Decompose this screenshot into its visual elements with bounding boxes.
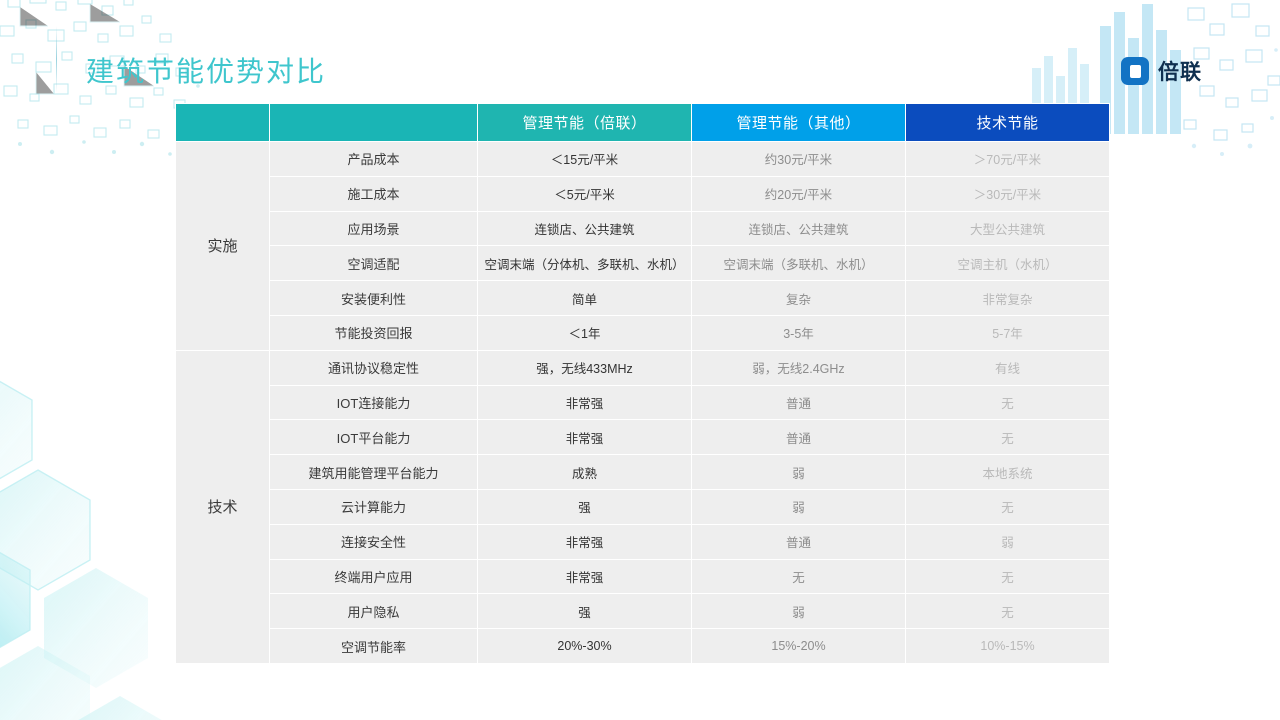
value-cell-beilian: 非常强 bbox=[477, 419, 692, 456]
value-cell-beilian: 强 bbox=[477, 593, 692, 630]
metric-label-cell: 产品成本 bbox=[269, 141, 478, 177]
value-cell-other: 弱 bbox=[691, 593, 906, 630]
value-cell-beilian: 空调末端（分体机、多联机、水机） bbox=[477, 245, 692, 282]
value-cell-other: 约30元/平米 bbox=[691, 141, 906, 177]
value-cell-other: 3-5年 bbox=[691, 314, 906, 351]
title-divider-line bbox=[56, 26, 57, 92]
header-group-blank bbox=[175, 103, 270, 142]
table-header-row: 管理节能（倍联） 管理节能（其他） 技术节能 bbox=[175, 103, 1110, 142]
metric-label-cell: 连接安全性 bbox=[269, 523, 478, 560]
header-col-other: 管理节能（其他） bbox=[691, 103, 906, 142]
value-cell-beilian: 强，无线433MHz bbox=[477, 349, 692, 386]
value-cell-technical: ＞70元/平米 bbox=[905, 141, 1110, 177]
table-row: 云计算能力强弱无 bbox=[176, 488, 1110, 525]
value-cell-beilian: 20%-30% bbox=[477, 628, 692, 664]
brand-name: 倍联 bbox=[1158, 61, 1202, 84]
value-cell-other: 无 bbox=[691, 558, 906, 595]
value-cell-beilian: 非常强 bbox=[477, 384, 692, 421]
value-cell-technical: 无 bbox=[905, 384, 1110, 421]
value-cell-other: 弱，无线2.4GHz bbox=[691, 349, 906, 386]
value-cell-beilian: 强 bbox=[477, 488, 692, 525]
brand-logo: 倍联 bbox=[1121, 56, 1202, 86]
table-body: 实施 产品成本 ＜15元/平米 约30元/平米 ＞70元/平米 施工成本 ＜5元/平米 约20… bbox=[175, 141, 1110, 664]
metric-label-cell: 空调适配 bbox=[269, 245, 478, 282]
metric-label-cell: 节能投资回报 bbox=[269, 314, 478, 351]
table-row: 空调适配 空调末端（分体机、多联机、水机） 空调末端（多联机、水机） 空调主机（水机） bbox=[176, 245, 1110, 282]
value-cell-technical: 5-7年 bbox=[905, 314, 1110, 351]
value-cell-beilian: 非常强 bbox=[477, 523, 692, 560]
table-header: 管理节能（倍联） 管理节能（其他） 技术节能 bbox=[175, 103, 1110, 142]
header-col-technical: 技术节能 bbox=[905, 103, 1110, 142]
value-cell-technical: 弱 bbox=[905, 523, 1110, 560]
value-cell-beilian: ＜1年 bbox=[477, 314, 692, 351]
group-label-cell: 实施 bbox=[175, 141, 270, 351]
value-cell-other: 弱 bbox=[691, 454, 906, 490]
value-cell-other: 约20元/平米 bbox=[691, 175, 906, 212]
value-cell-other: 弱 bbox=[691, 488, 906, 525]
table-row: 用户隐私强弱无 bbox=[176, 593, 1110, 630]
table-row: 节能投资回报 ＜1年 3-5年 5-7年 bbox=[176, 314, 1110, 351]
value-cell-technical: 非常复杂 bbox=[905, 280, 1110, 316]
value-cell-other: 普通 bbox=[691, 419, 906, 456]
value-cell-other: 空调末端（多联机、水机） bbox=[691, 245, 906, 282]
metric-label-cell: IOT平台能力 bbox=[269, 419, 478, 456]
metric-label-cell: 云计算能力 bbox=[269, 488, 478, 525]
table-row: 实施 产品成本 ＜15元/平米 约30元/平米 ＞70元/平米 bbox=[175, 141, 1110, 351]
value-cell-technical: 有线 bbox=[905, 349, 1110, 386]
table-row: 空调节能率 20%-30% 15%-20% 10%-15% bbox=[176, 628, 1110, 664]
metric-label-cell: 建筑用能管理平台能力 bbox=[269, 454, 478, 490]
metric-label-cell: 施工成本 bbox=[269, 175, 478, 212]
metric-label-cell: 通讯协议稳定性 bbox=[269, 349, 478, 386]
value-cell-technical: 10%-15% bbox=[905, 628, 1110, 664]
value-cell-beilian: ＜15元/平米 bbox=[477, 141, 692, 177]
comparison-table: 管理节能（倍联） 管理节能（其他） 技术节能 实施 产品成本 ＜15元/平米 约30元… bbox=[175, 103, 1110, 664]
metric-label-cell: 应用场景 bbox=[269, 210, 478, 247]
value-cell-technical: ＞30元/平米 bbox=[905, 175, 1110, 212]
table-row: 施工成本 ＜5元/平米 约20元/平米 ＞30元/平米 bbox=[176, 175, 1110, 212]
value-cell-technical: 无 bbox=[905, 488, 1110, 525]
metric-label-cell: IOT连接能力 bbox=[269, 384, 478, 421]
table-row: IOT平台能力 非常强 普通无 bbox=[176, 419, 1110, 456]
table-row: IOT连接能力 非常强 普通无 bbox=[176, 384, 1110, 421]
table-row: 连接安全性 非常强 普通弱 bbox=[176, 523, 1110, 560]
value-cell-technical: 本地系统 bbox=[905, 454, 1110, 490]
rounded-square-logo-icon bbox=[1121, 57, 1149, 85]
value-cell-technical: 无 bbox=[905, 419, 1110, 456]
metric-label-cell: 空调节能率 bbox=[269, 628, 478, 664]
value-cell-other: 连锁店、公共建筑 bbox=[691, 210, 906, 247]
value-cell-other: 普通 bbox=[691, 523, 906, 560]
value-cell-other: 复杂 bbox=[691, 280, 906, 316]
value-cell-technical: 大型公共建筑 bbox=[905, 210, 1110, 247]
header-metric-blank bbox=[269, 103, 478, 142]
header-col-beilian: 管理节能（倍联） bbox=[477, 103, 692, 142]
value-cell-beilian: 简单 bbox=[477, 280, 692, 316]
page-title: 建筑节能优势对比 bbox=[86, 56, 327, 87]
table-row: 技术 通讯协议稳定性 强，无线433MHz 弱，无线2.4GHz 有线 bbox=[175, 349, 1110, 664]
metric-label-cell: 用户隐私 bbox=[269, 593, 478, 630]
metric-label-cell: 安装便利性 bbox=[269, 280, 478, 316]
metric-label-cell: 终端用户应用 bbox=[269, 558, 478, 595]
value-cell-beilian: 成熟 bbox=[477, 454, 692, 490]
group-label-cell: 技术 bbox=[175, 349, 270, 664]
value-cell-technical: 无 bbox=[905, 593, 1110, 630]
value-cell-beilian: ＜5元/平米 bbox=[477, 175, 692, 212]
table-row: 应用场景 连锁店、公共建筑 连锁店、公共建筑 大型公共建筑 bbox=[176, 210, 1110, 247]
table-row: 安装便利性 简单 复杂 非常复杂 bbox=[176, 280, 1110, 316]
table-row: 建筑用能管理平台能力 成熟弱本地系统 bbox=[176, 454, 1110, 490]
value-cell-beilian: 连锁店、公共建筑 bbox=[477, 210, 692, 247]
table-row: 终端用户应用 非常强无无 bbox=[176, 558, 1110, 595]
value-cell-other: 普通 bbox=[691, 384, 906, 421]
value-cell-technical: 空调主机（水机） bbox=[905, 245, 1110, 282]
value-cell-technical: 无 bbox=[905, 558, 1110, 595]
value-cell-beilian: 非常强 bbox=[477, 558, 692, 595]
value-cell-other: 15%-20% bbox=[691, 628, 906, 664]
